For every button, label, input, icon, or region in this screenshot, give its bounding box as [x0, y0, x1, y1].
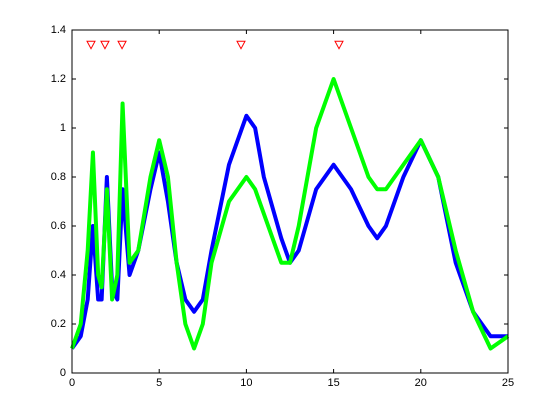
axes-box — [71, 29, 509, 374]
y-tick-label: 0.6 — [51, 220, 66, 232]
peak-marker — [117, 40, 127, 50]
y-tick-label: 0.2 — [51, 318, 66, 330]
y-tick-label: 1.4 — [51, 24, 66, 36]
y-tick-label: 0.8 — [51, 171, 66, 183]
data-line — [70, 77, 510, 351]
peak-marker — [100, 40, 110, 50]
y-tick-label: 0.4 — [51, 269, 66, 281]
y-tick-label: 0 — [60, 367, 66, 379]
x-tick-label: 5 — [156, 377, 162, 389]
y-tick-label: 1 — [60, 122, 66, 134]
x-tick-label: 20 — [415, 377, 427, 389]
peak-marker — [86, 40, 96, 50]
x-tick-label: 25 — [502, 377, 514, 389]
x-tick-label: 0 — [69, 377, 75, 389]
peak-marker — [236, 40, 246, 50]
y-tick-label: 1.2 — [51, 73, 66, 85]
peak-marker — [334, 40, 344, 50]
x-tick-label: 15 — [327, 377, 339, 389]
x-tick-label: 10 — [240, 377, 252, 389]
